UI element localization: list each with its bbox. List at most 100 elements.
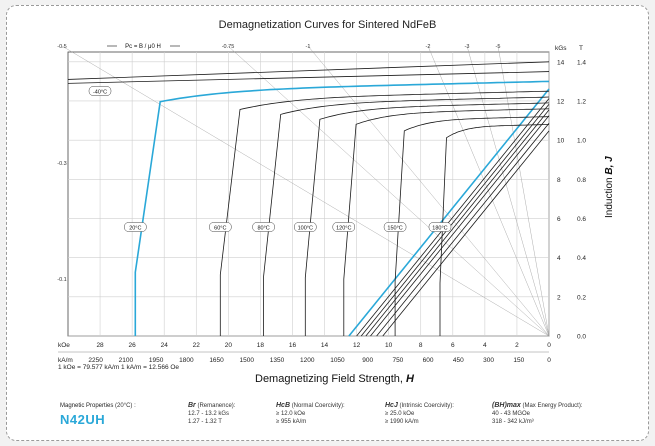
x-tick-kam: 1500 xyxy=(240,357,255,364)
x-tick-koe: 12 xyxy=(353,342,361,349)
pc-label: -0.1 xyxy=(57,277,66,283)
pc-label: -2 xyxy=(426,44,431,50)
pc-label: -1 xyxy=(306,44,311,50)
temp-label-box xyxy=(332,222,356,232)
y-tick-t: 0.0 xyxy=(577,334,586,341)
j-curve xyxy=(219,90,550,336)
j-curve xyxy=(394,116,550,336)
y-unit-t: T xyxy=(579,45,583,52)
b-line xyxy=(67,61,550,80)
prop-energy-product: (BH)max (Max Energy Product): 40 - 43 MG… xyxy=(492,402,583,425)
b-line xyxy=(382,130,550,337)
temp-label: 60°C xyxy=(214,226,226,232)
x-tick-kam: 2100 xyxy=(119,357,134,364)
grade-name: N42UH xyxy=(60,412,106,427)
temp-label-box xyxy=(383,222,407,232)
chart-title: Demagnetization Curves for Sintered NdFe… xyxy=(218,19,437,31)
b-line xyxy=(365,109,550,337)
j-curve xyxy=(439,124,549,336)
b-line xyxy=(376,122,550,337)
x-tick-kam: 2250 xyxy=(88,357,103,364)
y-tick-t: 0.4 xyxy=(577,255,586,262)
x-tick-kam: 450 xyxy=(453,357,464,364)
y-tick-kgs: 2 xyxy=(557,294,561,301)
x-tick-koe: 6 xyxy=(451,342,455,349)
x-tick-kam: 1650 xyxy=(209,357,224,364)
props-heading: Magnetic Properties (20°C) : xyxy=(60,403,136,409)
x-tick-koe: 24 xyxy=(161,342,169,349)
pc-label: -0.75 xyxy=(222,44,235,50)
pc-label: -0.3 xyxy=(57,161,66,167)
y-tick-kgs: 14 xyxy=(557,59,565,66)
prop-remanence: Br (Remanence): 12.7 - 13.2 kGs 1.27 - 1… xyxy=(188,402,236,425)
x-tick-kam: 300 xyxy=(483,357,494,364)
pc-line xyxy=(227,45,550,337)
pc-line xyxy=(497,45,550,337)
y-tick-t: 1.4 xyxy=(577,59,586,66)
unit-conversion: 1 kOe = 79.577 kA/m 1 kA/m = 12.566 Oe xyxy=(58,364,180,371)
x-tick-kam: 1200 xyxy=(300,357,315,364)
pc-label: -3 xyxy=(465,44,470,50)
x-axis-title: Demagnetizing Field Strength, H xyxy=(255,373,414,385)
x-tick-kam: 1950 xyxy=(149,357,164,364)
x-tick-koe: 28 xyxy=(96,342,104,349)
b-line xyxy=(360,103,550,337)
j-curve xyxy=(304,102,550,336)
x-tick-koe: 16 xyxy=(289,342,297,349)
temp-label: 100°C xyxy=(298,226,313,232)
temp-label-box xyxy=(124,222,147,232)
x-tick-koe: 10 xyxy=(385,342,393,349)
j-curve xyxy=(67,71,550,84)
x-tick-koe: 4 xyxy=(483,342,487,349)
y-tick-t: 1.2 xyxy=(577,98,586,105)
b-line xyxy=(370,115,550,337)
pc-label: -0.5 xyxy=(57,44,66,50)
x-tick-koe: 0 xyxy=(547,342,551,349)
j-curve xyxy=(263,96,550,336)
x-tick-kam: 1800 xyxy=(179,357,194,364)
x-unit-kam: kA/m xyxy=(58,357,73,364)
x-tick-koe: 26 xyxy=(129,342,137,349)
temp-label-box xyxy=(209,222,232,232)
y-tick-kgs: 8 xyxy=(557,177,561,184)
y-tick-t: 0.6 xyxy=(577,216,586,223)
x-tick-koe: 8 xyxy=(419,342,423,349)
x-tick-kam: 750 xyxy=(392,357,403,364)
x-tick-koe: 18 xyxy=(257,342,265,349)
x-tick-kam: 1350 xyxy=(270,357,285,364)
temp-label-box xyxy=(88,86,112,96)
pc-line xyxy=(427,45,550,337)
y-tick-t: 1.0 xyxy=(577,138,586,145)
temp-label-box xyxy=(294,222,317,232)
plot-frame xyxy=(67,51,550,337)
x-tick-koe: 14 xyxy=(321,342,329,349)
pc-label: -5 xyxy=(496,44,501,50)
x-unit-koe: kOe xyxy=(58,342,70,349)
y-unit-kgs: kGs xyxy=(555,45,567,52)
pc-line xyxy=(466,45,550,337)
x-tick-kam: 600 xyxy=(423,357,434,364)
y-tick-kgs: 10 xyxy=(557,138,565,145)
pc-line xyxy=(307,45,550,337)
x-tick-koe: 20 xyxy=(225,342,233,349)
x-tick-kam: 900 xyxy=(362,357,373,364)
temp-label: -40°C xyxy=(93,90,107,96)
temp-label-box xyxy=(252,222,275,232)
x-tick-koe: 22 xyxy=(193,342,201,349)
pc-line xyxy=(61,45,550,337)
y-axis-title: Induction B, J xyxy=(604,156,615,218)
x-tick-koe: 2 xyxy=(515,342,519,349)
b-line xyxy=(348,88,550,337)
j-curve xyxy=(134,80,550,336)
prop-intrinsic-coercivity: HcJ (Intrinsic Coercivity): ≥ 25.0 kOe ≥… xyxy=(385,402,454,425)
prop-normal-coercivity: HcB (Normal Coercivity): ≥ 12.0 kOe ≥ 95… xyxy=(276,402,345,425)
x-tick-kam: 1050 xyxy=(330,357,345,364)
temp-label: 120°C xyxy=(336,226,351,232)
y-tick-t: 0.2 xyxy=(577,294,586,301)
y-tick-kgs: 4 xyxy=(557,255,561,262)
x-tick-kam: 0 xyxy=(547,357,551,364)
temp-label: 150°C xyxy=(387,226,402,232)
x-tick-kam: 150 xyxy=(513,357,524,364)
temp-label: 80°C xyxy=(257,226,269,232)
